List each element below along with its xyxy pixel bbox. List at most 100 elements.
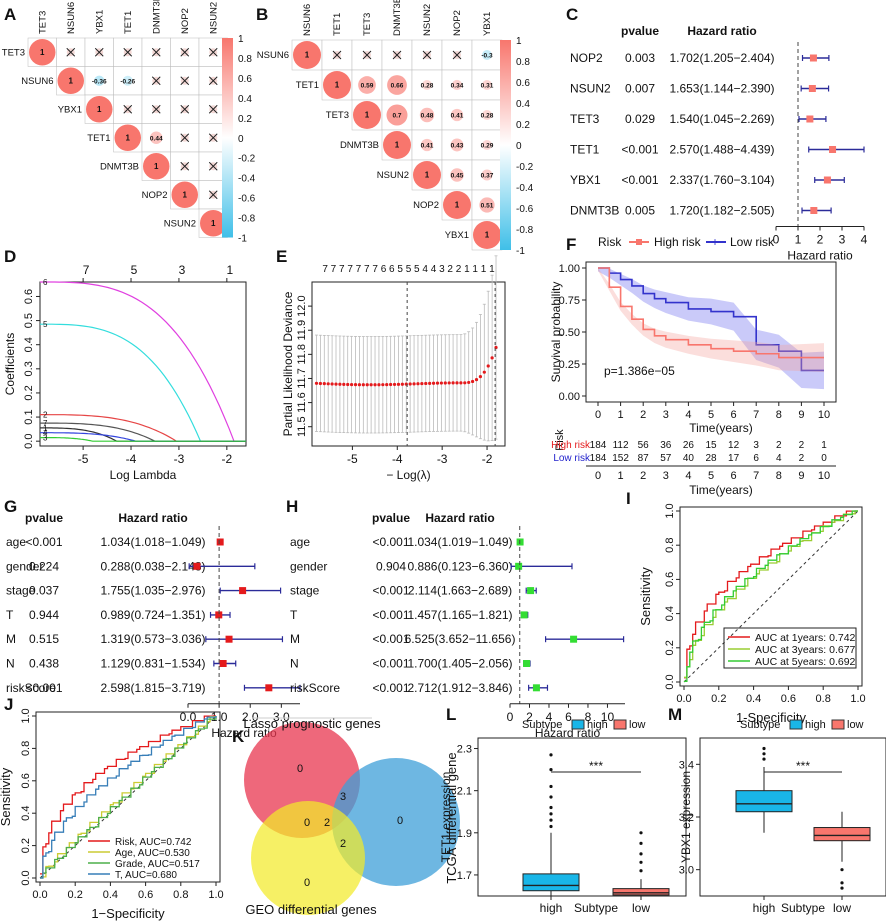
y-axis-title: TET1 expression [439,772,453,863]
cell-circle [450,138,464,152]
x-axis-title: 1−Specificity [91,906,165,921]
x-tick-label: 1.0 [208,889,223,901]
colorbar-tick: 0.4 [238,94,252,105]
y-tick-label: 1.7 [457,870,472,882]
cell-value: 0.31 [481,83,494,90]
x-tick-label: 2 [526,710,533,724]
correlation-matrix-B: NSUN6 TET1 TET3 DNMT3B NSUN2 NOP2 YBX1 NSUN6 1 -0… [257,0,534,257]
outlier [639,831,643,835]
x-tick-label: low [833,901,851,915]
cross-mark [452,50,462,60]
x-tick-label: 3.0 [273,710,290,724]
row-label: NSUN6 [21,76,53,87]
colorbar-tick: -0.8 [238,214,256,225]
row-pvalue: <0.001 [372,535,409,549]
y-tick-label: 0.2 [23,385,35,400]
row-hr: 1.702(1.205−2.404) [669,51,774,65]
x-tick-label: 0.8 [173,889,188,901]
outlier [549,753,553,757]
cross-mark [208,104,218,114]
risk-count-high: 36 [660,440,672,451]
x-tick-label: 6 [565,710,572,724]
risk-x-tick-label: 3 [663,470,669,482]
row-pvalue: <0.001 [372,584,409,598]
row-hr: 1.129(0.831−1.534) [100,657,205,671]
cell-value: 0.34 [451,83,464,90]
cell-circle [200,210,227,237]
outlier [639,841,643,845]
cross-mark [392,50,402,60]
diagonal [683,510,859,683]
cell-value: 1 [485,231,490,240]
y-axis-title: Partial Likelihood Deviance [281,291,295,436]
cross-mark [332,50,342,60]
risk-count-low: 0 [821,453,827,464]
y-tick-label: 0.2 [20,838,32,853]
colorbar-tick: 0.6 [238,74,252,85]
x-tick-label: 2 [817,233,824,247]
x-tick-label: 0 [773,233,780,247]
estimate-marker [215,611,223,619]
cell-circle [122,75,133,86]
row-pvalue: <0.001 [25,681,62,695]
cv-point [385,383,389,387]
survival-curve [598,267,824,359]
forest-plot-C: pvalue Hazard ratio NOP2 0.003 1.702(1.205−2… [570,24,868,263]
correlation-matrix-A: TET3 NSUN6 YBX1 TET1 DNMT3B NOP2 NSUN2 TET3 1 NSU… [2,0,256,245]
x-tick-label: 2 [640,409,646,421]
x-axis-title: Subtype [781,901,825,915]
cv-point [451,381,455,385]
venn-count: 0 [304,877,310,889]
plot-frame [35,711,221,883]
row-hr: 1.720(1.182−2.505) [669,204,774,218]
outlier [549,768,553,772]
x-tick-label: 3 [839,233,846,247]
outlier [639,852,643,856]
row-label: DNMT3B [100,161,139,172]
venn-count: 2 [340,838,346,850]
cell-circle [482,50,492,60]
cell-circle [143,153,170,180]
row-name: riskScore [290,681,340,695]
risk-x-tick-label: 6 [731,470,737,482]
x-tick-label: 3 [663,409,669,421]
y-axis-title: Sensitivity [0,767,13,826]
cell-value: 1 [305,51,310,60]
risk-row-high: High risk [551,440,591,451]
curve-label: 5 [43,320,48,329]
risk-count-high: 3 [753,440,759,451]
x-axis-title: Log Lambda [110,468,177,482]
cross-mark [180,76,190,86]
colorbar-tick: -0.2 [516,162,534,173]
row-label: TET1 [87,133,110,144]
cross-mark [422,50,432,60]
curve-label: 4 [43,429,48,438]
panel-label-B: B [256,5,268,24]
outlier [840,868,844,872]
x-tick-label: 0.8 [816,693,831,705]
coef-curve [40,323,247,442]
roc-time-I: 0.00.0 0.2 0.2 0.4 0.4 0.6 0.6 0.8 0.8 1.0 1.0 1-Sp… [638,503,866,725]
x-tick-label: -2 [482,452,493,466]
y-tick-label: 1.9 [457,828,472,840]
y-tick-label: 0.8 [664,538,676,553]
estimate-marker [823,176,831,184]
legend-swatch-low [831,719,845,730]
x-tick-label: 6 [731,409,737,421]
row-label: NSUN2 [164,218,196,229]
col-label: NOP2 [180,8,191,34]
cross-mark [123,47,133,57]
x-tick-label: high [753,901,776,915]
legend-low: low [847,719,864,731]
matrix-cell [351,39,383,71]
cell-value: 0.43 [451,143,464,150]
panel-label-A: A [4,5,16,24]
row-hr: 1.653(1.144−2.390) [669,82,774,96]
row-name: M [6,632,16,646]
cv-point [377,383,381,387]
cell-value: 0.48 [421,113,434,120]
cross-mark [180,104,190,114]
x-axis-title: − Log(λ) [386,468,430,482]
row-hr: 1.034(1.018−1.049) [100,535,205,549]
x-axis-title: Hazard ratio [211,726,277,740]
